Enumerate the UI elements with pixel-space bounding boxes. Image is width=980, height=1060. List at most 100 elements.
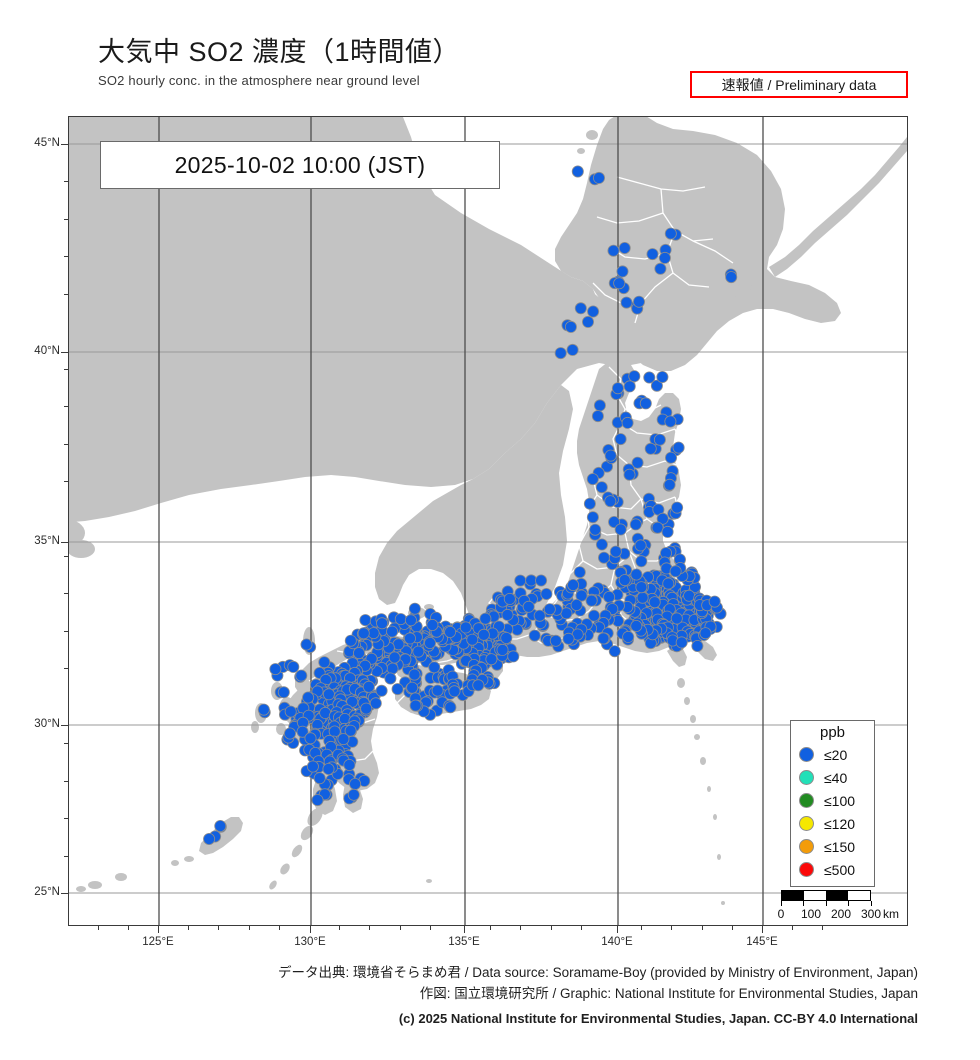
station-marker[interactable] xyxy=(653,433,666,446)
station-marker[interactable] xyxy=(586,511,599,524)
station-marker[interactable] xyxy=(500,632,513,645)
station-marker[interactable] xyxy=(287,660,300,673)
station-marker[interactable] xyxy=(623,380,636,393)
station-marker[interactable] xyxy=(360,702,373,715)
station-marker[interactable] xyxy=(616,265,629,278)
station-marker[interactable] xyxy=(646,248,659,261)
station-marker[interactable] xyxy=(650,379,663,392)
station-marker[interactable] xyxy=(633,295,646,308)
map-plot-area[interactable]: 2025-10-02 10:00 (JST) ppb ≤20 ≤40 ≤100 ≤12… xyxy=(68,116,908,926)
station-marker[interactable] xyxy=(643,371,656,384)
station-marker[interactable] xyxy=(613,277,626,290)
station-marker[interactable] xyxy=(322,688,335,701)
station-marker[interactable] xyxy=(295,669,308,682)
station-marker[interactable] xyxy=(691,640,704,653)
station-marker[interactable] xyxy=(540,587,553,600)
station-marker[interactable] xyxy=(376,617,389,630)
station-marker[interactable] xyxy=(630,619,643,632)
station-marker[interactable] xyxy=(575,589,588,602)
station-marker[interactable] xyxy=(675,636,688,649)
station-marker[interactable] xyxy=(648,596,661,609)
station-marker[interactable] xyxy=(404,614,417,627)
station-marker[interactable] xyxy=(283,727,296,740)
station-marker[interactable] xyxy=(564,320,577,333)
station-marker[interactable] xyxy=(403,632,416,645)
station-marker[interactable] xyxy=(574,302,587,315)
station-marker[interactable] xyxy=(586,473,599,486)
station-marker[interactable] xyxy=(725,271,738,284)
station-marker[interactable] xyxy=(636,591,649,604)
station-marker[interactable] xyxy=(496,643,509,656)
station-marker[interactable] xyxy=(644,442,657,455)
station-marker[interactable] xyxy=(406,681,419,694)
station-marker[interactable] xyxy=(634,539,647,552)
station-marker[interactable] xyxy=(665,451,678,464)
station-marker[interactable] xyxy=(535,574,548,587)
station-marker[interactable] xyxy=(670,612,683,625)
station-marker[interactable] xyxy=(630,568,643,581)
station-marker[interactable] xyxy=(623,468,636,481)
station-marker[interactable] xyxy=(639,397,652,410)
station-marker[interactable] xyxy=(284,705,297,718)
station-marker[interactable] xyxy=(635,555,648,568)
station-marker[interactable] xyxy=(567,578,580,591)
station-marker[interactable] xyxy=(343,759,356,772)
station-marker[interactable] xyxy=(349,778,362,791)
station-marker[interactable] xyxy=(587,305,600,318)
station-marker[interactable] xyxy=(277,686,290,699)
station-marker[interactable] xyxy=(582,315,595,328)
station-marker[interactable] xyxy=(501,608,514,621)
station-marker[interactable] xyxy=(318,656,331,669)
station-marker[interactable] xyxy=(591,410,604,423)
station-marker[interactable] xyxy=(549,634,562,647)
station-marker[interactable] xyxy=(408,668,421,681)
station-marker[interactable] xyxy=(603,590,616,603)
station-marker[interactable] xyxy=(347,788,360,801)
station-marker[interactable] xyxy=(562,632,575,645)
station-marker[interactable] xyxy=(669,565,682,578)
station-marker[interactable] xyxy=(620,296,633,309)
station-marker[interactable] xyxy=(412,645,425,658)
station-marker[interactable] xyxy=(311,794,324,807)
station-marker[interactable] xyxy=(409,699,422,712)
station-marker[interactable] xyxy=(662,577,675,590)
station-marker[interactable] xyxy=(528,629,541,642)
station-marker[interactable] xyxy=(386,625,399,638)
station-marker[interactable] xyxy=(588,609,601,622)
station-marker[interactable] xyxy=(585,594,598,607)
station-marker[interactable] xyxy=(300,638,313,651)
station-marker[interactable] xyxy=(671,501,684,514)
station-marker[interactable] xyxy=(362,680,375,693)
station-marker[interactable] xyxy=(664,227,677,240)
station-marker[interactable] xyxy=(391,683,404,696)
station-marker[interactable] xyxy=(583,497,596,510)
station-marker[interactable] xyxy=(631,456,644,469)
station-marker[interactable] xyxy=(595,481,608,494)
station-marker[interactable] xyxy=(306,760,319,773)
station-marker[interactable] xyxy=(573,566,586,579)
station-marker[interactable] xyxy=(444,625,457,638)
station-marker[interactable] xyxy=(533,609,546,622)
station-marker[interactable] xyxy=(699,627,712,640)
station-marker[interactable] xyxy=(593,171,606,184)
station-marker[interactable] xyxy=(514,574,527,587)
station-marker[interactable] xyxy=(654,262,667,275)
station-marker[interactable] xyxy=(608,515,621,528)
station-marker[interactable] xyxy=(656,512,669,525)
station-marker[interactable] xyxy=(214,820,227,833)
station-marker[interactable] xyxy=(618,574,631,587)
station-marker[interactable] xyxy=(609,545,622,558)
station-marker[interactable] xyxy=(608,645,621,658)
station-marker[interactable] xyxy=(503,592,516,605)
station-marker[interactable] xyxy=(302,691,315,704)
station-marker[interactable] xyxy=(566,343,579,356)
station-marker[interactable] xyxy=(621,416,634,429)
station-marker[interactable] xyxy=(595,538,608,551)
station-marker[interactable] xyxy=(622,630,635,643)
station-marker[interactable] xyxy=(304,732,317,745)
station-marker[interactable] xyxy=(428,661,441,674)
station-marker[interactable] xyxy=(618,242,631,255)
station-marker[interactable] xyxy=(357,627,370,640)
station-marker[interactable] xyxy=(384,672,397,685)
station-marker[interactable] xyxy=(664,415,677,428)
